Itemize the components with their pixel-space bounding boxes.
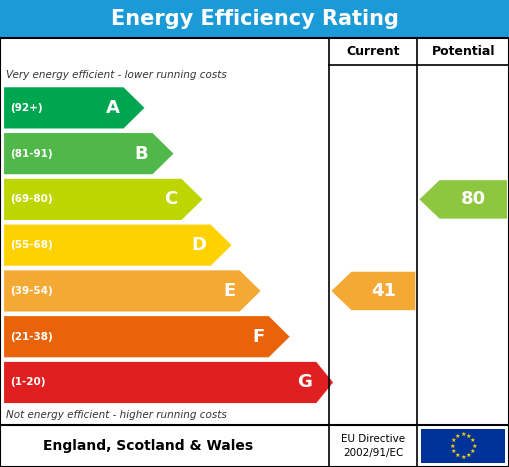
Text: Energy Efficiency Rating: Energy Efficiency Rating [110,9,399,29]
Text: (81-91): (81-91) [10,149,53,159]
Text: ★: ★ [460,432,466,437]
Bar [421,429,505,463]
Text: (69-80): (69-80) [10,194,53,205]
Text: (55-68): (55-68) [10,240,53,250]
Text: Potential: Potential [432,45,495,58]
Polygon shape [4,270,261,311]
Text: (1-20): (1-20) [10,377,46,388]
Text: (39-54): (39-54) [10,286,53,296]
Text: ★: ★ [450,449,456,454]
Text: ★: ★ [466,434,472,439]
Text: G: G [297,374,312,391]
Polygon shape [4,316,290,357]
Text: Very energy efficient - lower running costs: Very energy efficient - lower running co… [6,70,227,80]
Text: England, Scotland & Wales: England, Scotland & Wales [43,439,253,453]
Polygon shape [4,87,145,128]
Text: Current: Current [347,45,400,58]
Text: 41: 41 [371,282,396,300]
Text: EU Directive
2002/91/EC: EU Directive 2002/91/EC [342,434,405,458]
Text: C: C [164,191,178,208]
Text: A: A [105,99,120,117]
Text: ★: ★ [470,449,476,454]
Text: ★: ★ [455,453,461,458]
Text: Not energy efficient - higher running costs: Not energy efficient - higher running co… [6,410,227,420]
Polygon shape [419,180,507,219]
Polygon shape [4,362,333,403]
Text: ★: ★ [460,455,466,460]
Polygon shape [4,179,203,220]
Text: 80: 80 [461,191,486,208]
Bar [0,0,509,38]
Text: (92+): (92+) [10,103,43,113]
Text: ★: ★ [455,434,461,439]
Text: ★: ★ [470,438,476,443]
Polygon shape [4,225,232,266]
Text: D: D [191,236,207,254]
Text: E: E [223,282,236,300]
Polygon shape [331,272,415,310]
Text: ★: ★ [450,438,456,443]
Text: B: B [135,145,149,163]
Text: ★: ★ [466,453,472,458]
Text: (21-38): (21-38) [10,332,53,342]
Text: ★: ★ [449,444,455,448]
Polygon shape [4,133,174,174]
Text: ★: ★ [471,444,477,448]
Text: F: F [252,328,265,346]
